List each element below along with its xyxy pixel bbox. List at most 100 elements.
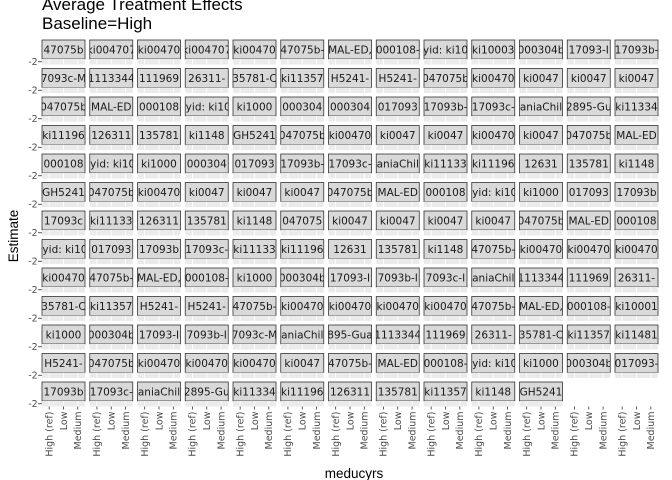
facet-panel: 1113344: [89, 68, 134, 93]
facet-strip-label: 017093: [378, 102, 418, 114]
facet-panel: 17093-I: [566, 39, 611, 65]
facet-strip-label: ki0047: [380, 216, 416, 228]
facet-panel: MAL-ED,: [519, 296, 563, 321]
facet-strip-label: 135781: [378, 244, 418, 256]
facet-panel: ki11196: [280, 239, 325, 264]
facet-panel: MAL-ED,: [328, 39, 372, 65]
facet-strip-label: ki00470: [138, 187, 180, 199]
x-tick-label: Medium: [73, 412, 84, 450]
facet-panel: ki00470: [328, 296, 372, 321]
x-tick-label: High (ref): [44, 412, 55, 457]
facet-panel: 135781: [137, 125, 181, 150]
x-tick-label: Medium: [646, 412, 657, 450]
facet-strip-label: 26311-: [475, 330, 512, 342]
facet-panel: ki00470: [519, 239, 563, 264]
facet-strip-label: ki0047: [619, 73, 655, 85]
facet-strip-label: ki11133: [90, 216, 132, 228]
facet-panel: lyid: ki10: [41, 239, 86, 264]
facet-panel: aniaChil: [137, 381, 181, 407]
facet-strip-label: 35781-C: [232, 73, 277, 85]
facet-panel: 017093: [232, 153, 277, 179]
facet-panel: 26311-: [471, 324, 516, 350]
facet-strip-label: 17093c-: [90, 387, 133, 399]
facet-strip-label: ki1148: [619, 159, 655, 171]
facet-strip-label: 000304b: [88, 330, 135, 342]
facet-strip-label: yid: ki10: [423, 45, 468, 57]
facet-strip-label: 047075b: [422, 73, 469, 85]
facet-panel: H5241-: [137, 296, 181, 321]
facet-panel: ki1148: [471, 381, 516, 407]
facet-strip-label: ki1000: [237, 102, 273, 114]
facet-panel: aniaChil: [471, 267, 516, 293]
facet-panel: ki0047: [184, 182, 229, 207]
facet-panel: ki00470: [328, 125, 372, 150]
facet-strip-label: 017093: [91, 244, 131, 256]
facet-panel: 047075b: [88, 182, 135, 207]
facet-panel: 7093b-I: [375, 267, 420, 293]
facet-strip-label: ki00470: [138, 45, 180, 57]
facet-panel: ki00470: [280, 296, 325, 321]
facet-panel: H5241-: [41, 353, 86, 378]
facet-strip-label: ki004707: [87, 45, 136, 57]
facet-strip-label: H5241-: [379, 73, 418, 85]
facet-panel: ki1148: [232, 210, 277, 236]
facet-strip-label: ki00470: [615, 244, 657, 256]
facet-panel: MAL-ED: [375, 182, 420, 207]
facet-strip-label: 000304b: [518, 45, 565, 57]
facet-panel: 17093b: [614, 182, 659, 207]
facet-panel: ki11133: [232, 239, 277, 264]
facet-panel: 2895-Gu: [566, 96, 611, 122]
facet-strip-label: 000304b: [279, 273, 326, 285]
facet-panel: 000108-: [566, 296, 611, 321]
facet-panel: 17093c-: [184, 239, 229, 264]
y-tick-label: -2: [28, 171, 37, 182]
facet-panel: MAL-ED: [566, 210, 611, 236]
facet-panel: 17093b-: [423, 96, 468, 122]
facet-panel: 12631: [328, 239, 372, 264]
facet-panel: 47075b-: [280, 39, 325, 65]
facet-panel: MAL-ED: [89, 96, 134, 122]
facet-strip-label: ki00470: [377, 301, 419, 313]
x-tick-label: Medium: [598, 412, 609, 450]
facet-strip-label: ki0047: [475, 216, 511, 228]
facet-strip-label: 17093b: [139, 244, 179, 256]
facet-panel: 000304b: [279, 267, 326, 293]
facet-strip-label: 000304: [187, 159, 227, 171]
facet-strip-label: 000108: [425, 187, 465, 199]
facet-strip-label: 35781-C: [519, 330, 564, 342]
facet-panel: 047075b: [566, 125, 611, 150]
facet-panel: 47075b-: [328, 353, 372, 378]
facet-panel: 126311: [89, 125, 134, 150]
x-tick-label: High (ref): [235, 412, 246, 457]
facet-panel: ki00470: [232, 39, 277, 65]
facet-panel: ki00470: [423, 296, 468, 321]
facet-panel: ki11196: [280, 381, 325, 407]
x-tick-label: High (ref): [379, 412, 390, 457]
facet-strip-label: 000108: [139, 102, 179, 114]
facet-panel: 135781: [566, 153, 611, 179]
y-tick-label: -2: [28, 257, 37, 268]
y-tick-label: -2: [28, 114, 37, 125]
facet-strip-label: ki0047: [523, 73, 559, 85]
facet-strip-label: ki11334: [233, 387, 276, 399]
facet-panel: ki11196: [471, 153, 516, 179]
facet-panel: 17093c-: [89, 381, 134, 407]
x-tick-label: Low: [489, 411, 500, 430]
x-tick-label: High (ref): [617, 412, 628, 457]
facet-strip-label: 135781: [139, 130, 179, 142]
x-tick-label: Low: [298, 411, 309, 430]
x-tick-label: Medium: [360, 412, 371, 450]
y-tick-label: -2: [28, 143, 37, 154]
facet-panel: 17093c-: [471, 96, 516, 122]
facet-strip-label: aniaChil: [472, 273, 514, 285]
facet-strip-label: 047075b: [88, 187, 135, 199]
y-tick-label: -2: [28, 342, 37, 353]
facet-strip-label: 47075b-: [328, 358, 372, 370]
facet-strip-label: 000304: [282, 102, 322, 114]
facet-panel: ki11133: [89, 210, 134, 236]
facet-strip-label: ki0047: [428, 130, 464, 142]
facet-strip-label: ki1148: [475, 387, 511, 399]
facet-strip-label: lyid: ki10: [183, 102, 231, 114]
facet-strip-label: 17093-I: [569, 45, 609, 57]
facet-panel: 895-Gua: [328, 324, 372, 350]
